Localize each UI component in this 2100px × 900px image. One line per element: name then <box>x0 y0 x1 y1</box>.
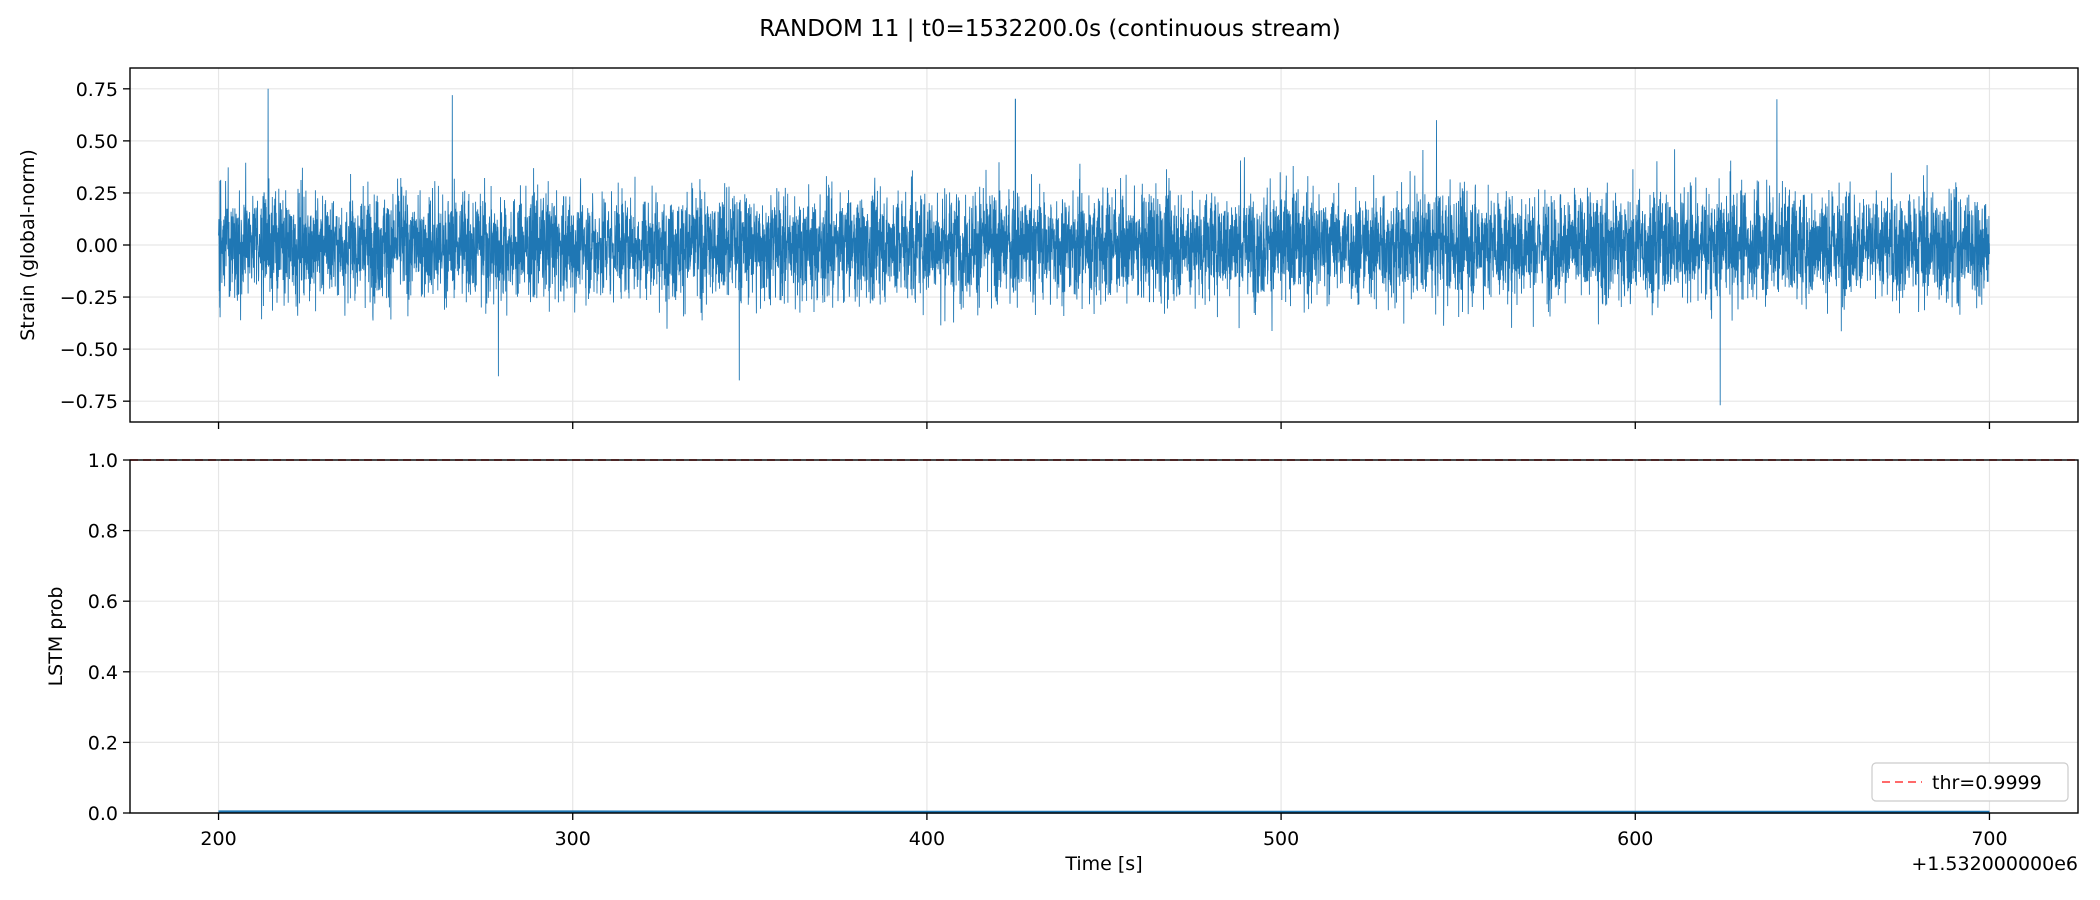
strain-trace <box>218 88 1990 406</box>
lstm-y-tick-label: 0.6 <box>88 591 118 613</box>
strain-x-ticks <box>217 422 1991 429</box>
lstm-grid <box>130 459 2078 814</box>
lstm-y-tick-label: 0.2 <box>88 732 118 754</box>
figure-title: RANDOM 11 | t0=1532200.0s (continuous st… <box>759 16 1341 42</box>
lstm-x-tick-label: 600 <box>1617 828 1653 850</box>
strain-y-tick-label: −0.75 <box>60 391 118 413</box>
strain-y-tick-label: 0.00 <box>76 235 118 257</box>
strain-panel: −0.75 −0.50 −0.25 0.00 0.25 0.50 0.75 Strain (… <box>17 67 2079 429</box>
strain-y-ticks: −0.75 −0.50 −0.25 0.00 0.25 0.50 0.75 <box>60 79 130 413</box>
lstm-y-label: LSTM prob <box>45 587 67 687</box>
strain-frame <box>129 67 2079 423</box>
lstm-x-tick-label: 300 <box>555 828 591 850</box>
lstm-y-ticks: 0.0 0.2 0.4 0.6 0.8 1.0 <box>88 450 130 825</box>
lstm-frame <box>129 459 2079 814</box>
legend-threshold-label: thr=0.9999 <box>1932 772 2042 794</box>
lstm-x-tick-label: 200 <box>200 828 236 850</box>
strain-y-tick-label: −0.50 <box>60 339 118 361</box>
strain-y-tick-label: −0.25 <box>60 287 118 309</box>
lstm-x-ticks: 200 300 400 500 600 700 <box>200 813 2008 850</box>
strain-y-label: Strain (global-norm) <box>17 149 39 341</box>
lstm-y-tick-label: 0.0 <box>88 803 118 825</box>
strain-y-tick-label: 0.75 <box>76 79 118 101</box>
lstm-y-tick-label: 0.8 <box>88 521 118 543</box>
x-axis-label: Time [s] <box>1064 853 1142 875</box>
lstm-x-tick-label: 400 <box>909 828 945 850</box>
x-offset-label: +1.532000000e6 <box>1911 853 2078 875</box>
strain-y-tick-label: 0.25 <box>76 183 118 205</box>
lstm-panel: 0.0 0.2 0.4 0.6 0.8 1.0 200 300 400 500 600 700 LS… <box>45 450 2079 875</box>
legend-box <box>1871 762 2069 802</box>
lstm-y-tick-label: 1.0 <box>88 450 118 472</box>
lstm-x-tick-label: 500 <box>1263 828 1299 850</box>
strain-y-tick-label: 0.50 <box>76 131 118 153</box>
lstm-x-tick-label: 700 <box>1971 828 2007 850</box>
lstm-y-tick-label: 0.4 <box>88 662 118 684</box>
legend: thr=0.9999 <box>1871 762 2069 802</box>
